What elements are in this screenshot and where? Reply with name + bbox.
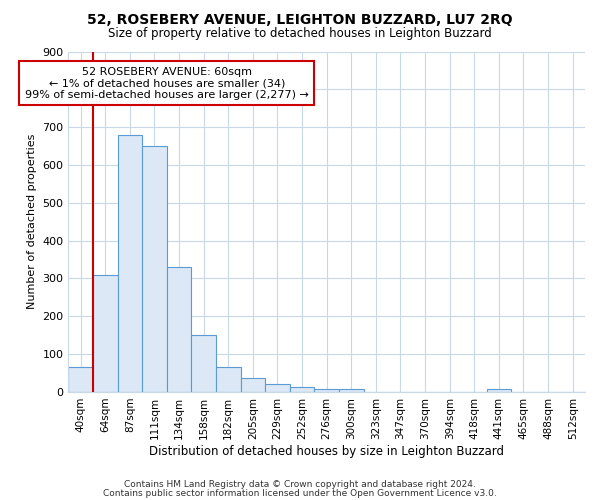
Bar xyxy=(241,378,265,392)
Text: Size of property relative to detached houses in Leighton Buzzard: Size of property relative to detached ho… xyxy=(108,28,492,40)
Bar xyxy=(339,389,364,392)
Bar xyxy=(68,368,93,392)
Bar xyxy=(487,389,511,392)
Text: Contains public sector information licensed under the Open Government Licence v3: Contains public sector information licen… xyxy=(103,488,497,498)
Bar xyxy=(265,384,290,392)
Text: 52, ROSEBERY AVENUE, LEIGHTON BUZZARD, LU7 2RQ: 52, ROSEBERY AVENUE, LEIGHTON BUZZARD, L… xyxy=(87,12,513,26)
Text: Contains HM Land Registry data © Crown copyright and database right 2024.: Contains HM Land Registry data © Crown c… xyxy=(124,480,476,489)
Y-axis label: Number of detached properties: Number of detached properties xyxy=(27,134,37,310)
Bar xyxy=(314,389,339,392)
Text: 52 ROSEBERY AVENUE: 60sqm
← 1% of detached houses are smaller (34)
99% of semi-d: 52 ROSEBERY AVENUE: 60sqm ← 1% of detach… xyxy=(25,66,309,100)
Bar xyxy=(142,146,167,392)
Bar xyxy=(191,335,216,392)
Bar xyxy=(118,134,142,392)
Bar xyxy=(290,388,314,392)
Bar xyxy=(93,274,118,392)
X-axis label: Distribution of detached houses by size in Leighton Buzzard: Distribution of detached houses by size … xyxy=(149,444,504,458)
Bar xyxy=(216,368,241,392)
Bar xyxy=(167,267,191,392)
